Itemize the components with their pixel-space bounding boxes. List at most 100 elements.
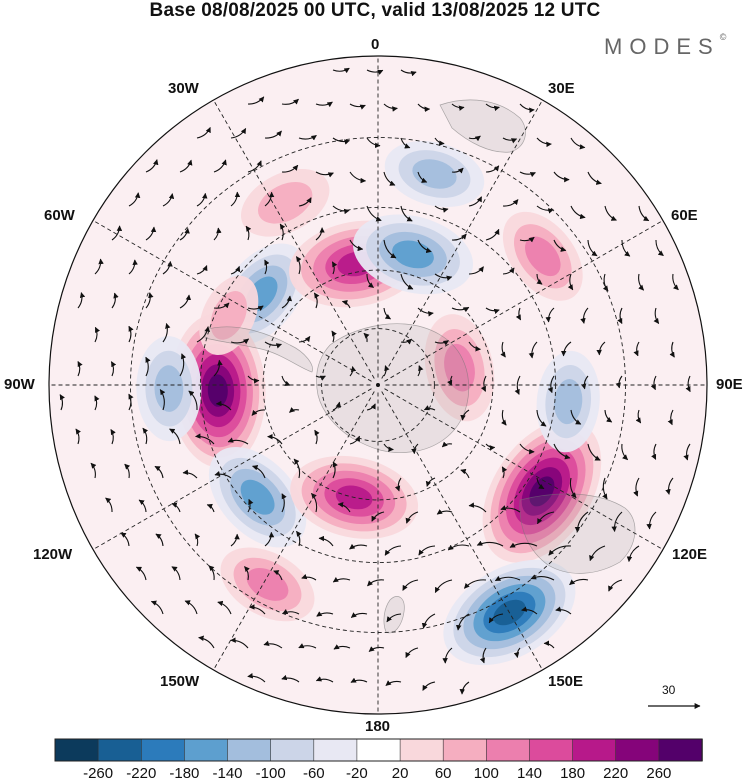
wind-vector-arrow [332,461,338,479]
wind-vector-arrow [150,600,164,615]
anomaly-contour-kamchatka-high [246,567,289,601]
lon-label-150w: 150W [160,673,200,690]
wind-vector-arrow [213,359,223,377]
wind-vector-arrow [366,403,376,411]
wind-vector-arrow [206,503,215,513]
wind-vector-arrow [247,498,254,513]
meridian-line [92,388,372,550]
wind-vector-arrow [281,164,299,173]
wind-vector-arrow [350,677,368,683]
wind-vector-arrow [252,465,266,479]
wind-vector-arrow [400,273,414,290]
wind-vector-arrow [451,103,465,111]
wind-vector-arrow [589,545,606,562]
wind-vector-arrow [367,579,385,587]
wind-vector-arrow [480,375,487,392]
wind-vector-arrow [434,137,445,146]
wind-vector-arrow [281,674,300,683]
wind-vector-arrow [298,643,317,649]
new-zealand [383,596,405,634]
meridian-line [384,388,664,550]
wind-vector-arrow [400,205,413,222]
wind-vector-arrow [405,647,419,658]
wind-vector-arrow [555,606,572,615]
colorbar-swatch [184,738,229,762]
wind-vector-arrow [298,197,312,207]
wind-vector-arrow [570,137,586,150]
wind-vector-arrow [138,499,147,513]
wind-vector-arrow [264,341,282,349]
latitude-circle [321,328,435,442]
wind-vector-arrow [213,159,227,173]
meridian-line [381,391,543,671]
wind-vector-arrow [332,67,350,74]
colorbar-tick-label: -180 [169,765,200,782]
wind-vector-arrow [349,435,361,445]
wind-vector-arrow [485,103,500,112]
wind-vector-arrow [247,673,266,683]
wind-vector-arrow [94,326,101,343]
wind-vector-arrow [669,341,675,358]
wind-vector-arrow [434,273,453,281]
wind-vector-arrow [485,228,500,241]
wind-vector-arrow [264,259,270,275]
wind-vector-arrow [602,273,609,292]
wind-vector-arrow [179,227,190,241]
wind-vector-arrow [94,395,100,411]
colorbar-tick-label: -60 [302,765,325,782]
wind-vector-arrow [528,341,538,359]
wind-vector-arrow [59,394,65,411]
colorbar-frame [54,738,703,762]
wind-vector-arrow [315,171,334,178]
wind-vector-arrow [230,637,249,649]
wind-vector-arrow [536,205,554,214]
wind-vector-arrow [105,497,113,513]
wind-vector-arrow [451,167,464,174]
wind-vector-arrow [418,545,436,556]
wind-vector-arrow [383,171,396,186]
wind-vector-arrow [145,159,159,173]
wind-vector-arrow [247,305,264,311]
brand-text: MODES [604,34,720,59]
lon-label-120e: 120E [672,546,708,563]
wind-vector-arrow [249,604,266,615]
anomaly-contour-alaska-low [240,479,275,515]
wind-vector-arrow [383,443,394,452]
wind-vector-arrow [77,361,83,377]
wind-vector-arrow [553,239,567,252]
wind-vector-arrow [667,409,674,426]
wind-vector-arrow [194,533,201,547]
wind-vector-arrow [405,511,419,524]
wind-vector-arrow [569,477,577,499]
wind-vector-arrow [580,307,589,324]
wind-vector-arrow [196,192,208,207]
anomaly-contour-okhotsk-high [529,476,555,507]
wind-vector-arrow [313,292,320,309]
colorbar-swatch [485,738,531,762]
colorbar-swatch [141,738,186,762]
wind-vector-arrow [349,366,357,377]
wind-vector-arrow [514,375,521,395]
wind-vector-arrow [188,390,198,411]
wind-vector-arrow [402,579,419,591]
anomaly-contour-north-america-high [207,374,228,407]
wind-vector-arrow [604,409,613,423]
colorbar-swatch [529,738,574,762]
lon-label-90w: 90W [4,376,35,393]
wind-vector-arrow [196,326,211,343]
wind-vector-arrow [371,511,385,522]
wind-vector-arrow [244,566,250,581]
anomaly-contour-russia-high [525,236,561,277]
wind-vector-arrow [267,433,283,445]
meridian-line [213,99,375,379]
wind-vector-arrow [617,307,623,324]
wind-vector-arrow [227,437,249,445]
wind-vector-arrow [596,341,606,356]
wind-vector-arrow [476,540,504,547]
wind-vector-arrow [417,171,428,183]
wind-vector-arrow [434,205,449,213]
lon-label-120w: 120W [33,546,73,563]
wind-vector-arrow [459,681,470,695]
wind-vector-arrow [567,273,574,291]
wind-vector-arrow [441,441,453,448]
